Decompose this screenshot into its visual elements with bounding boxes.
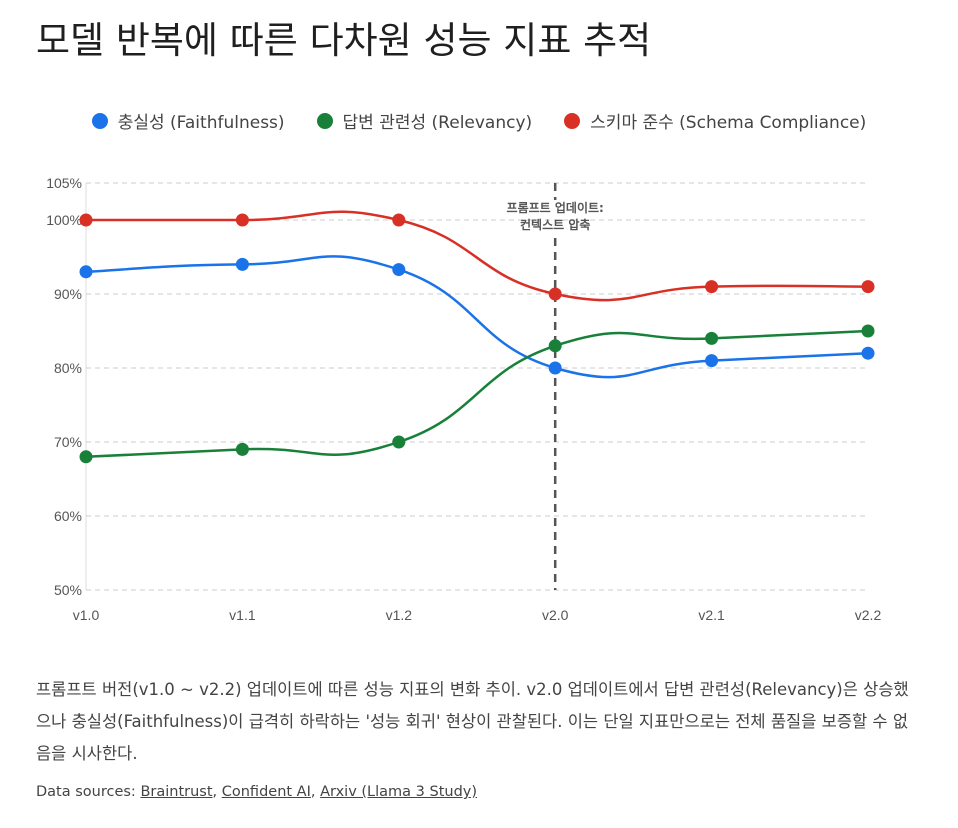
data-point [548, 287, 562, 301]
x-tick-label: v2.0 [542, 607, 569, 623]
data-point [79, 450, 93, 464]
data-point [705, 331, 719, 345]
legend-swatch [316, 112, 333, 129]
data-point [79, 213, 93, 227]
source-link-braintrust[interactable]: Braintrust [140, 784, 213, 800]
x-tick-label: v1.0 [73, 607, 100, 623]
y-tick-label: 50% [54, 582, 82, 598]
annotation-label: 프롬프트 업데이트: [507, 200, 604, 215]
data-point [548, 361, 562, 375]
y-tick-label: 100% [46, 212, 82, 228]
series-line-2 [86, 210, 869, 302]
legend-label: 답변 관련성 (Relevancy) [342, 113, 533, 133]
legend-item-relevancy[interactable]: 답변 관련성 (Relevancy) [316, 108, 533, 133]
data-point [79, 265, 93, 279]
line-chart: 50% 60% 70% 80% 90% 100% 105% v1.0 v1.1 v1.2 v2.0 v… [46, 175, 882, 623]
data-point [705, 280, 719, 294]
legend-swatch [564, 112, 581, 129]
series-line-0 [85, 255, 869, 379]
y-tick-label: 80% [54, 360, 82, 376]
y-tick-label: 60% [54, 508, 82, 524]
data-point [392, 435, 406, 449]
chart-legend: 충실성 (Faithfulness) 답변 관련성 (Relevancy) 스키… [0, 108, 958, 133]
data-point [235, 442, 249, 456]
source-link-arxiv[interactable]: Arxiv (Llama 3 Study) [320, 784, 478, 800]
x-tick-label: v2.1 [698, 607, 725, 623]
x-tick-label: v2.2 [855, 607, 882, 623]
y-tick-label: 105% [46, 175, 82, 191]
data-point [392, 263, 406, 277]
data-sources: Data sources: Braintrust, Confident AI, … [36, 784, 478, 800]
data-point [705, 354, 719, 368]
sources-label: Data sources: [36, 784, 136, 800]
data-point [235, 213, 249, 227]
x-tick-label: v1.2 [386, 607, 413, 623]
data-point [861, 324, 875, 338]
chart-caption: 프롬프트 버전(v1.0 ~ v2.2) 업데이트에 따른 성능 지표의 변화 … [36, 680, 909, 763]
series-line-1 [85, 329, 869, 459]
data-point [235, 257, 249, 271]
legend-label: 스키마 준수 (Schema Compliance) [590, 113, 867, 133]
legend-swatch [91, 112, 108, 129]
y-tick-label: 70% [54, 434, 82, 450]
data-point [861, 280, 875, 294]
legend-item-schema[interactable]: 스키마 준수 (Schema Compliance) [564, 108, 866, 133]
data-point [861, 346, 875, 360]
source-link-confident-ai[interactable]: Confident AI [221, 784, 311, 800]
legend-item-faithfulness[interactable]: 충실성 (Faithfulness) [91, 108, 285, 133]
y-tick-label: 90% [54, 286, 82, 302]
annotation-label: 컨텍스트 압축 [520, 217, 590, 232]
data-point [392, 213, 406, 227]
page-title: 모델 반복에 따른 다차원 성능 지표 추적 [36, 19, 652, 62]
legend-label: 충실성 (Faithfulness) [117, 113, 285, 133]
data-point [548, 339, 562, 353]
x-tick-label: v1.1 [229, 607, 256, 623]
